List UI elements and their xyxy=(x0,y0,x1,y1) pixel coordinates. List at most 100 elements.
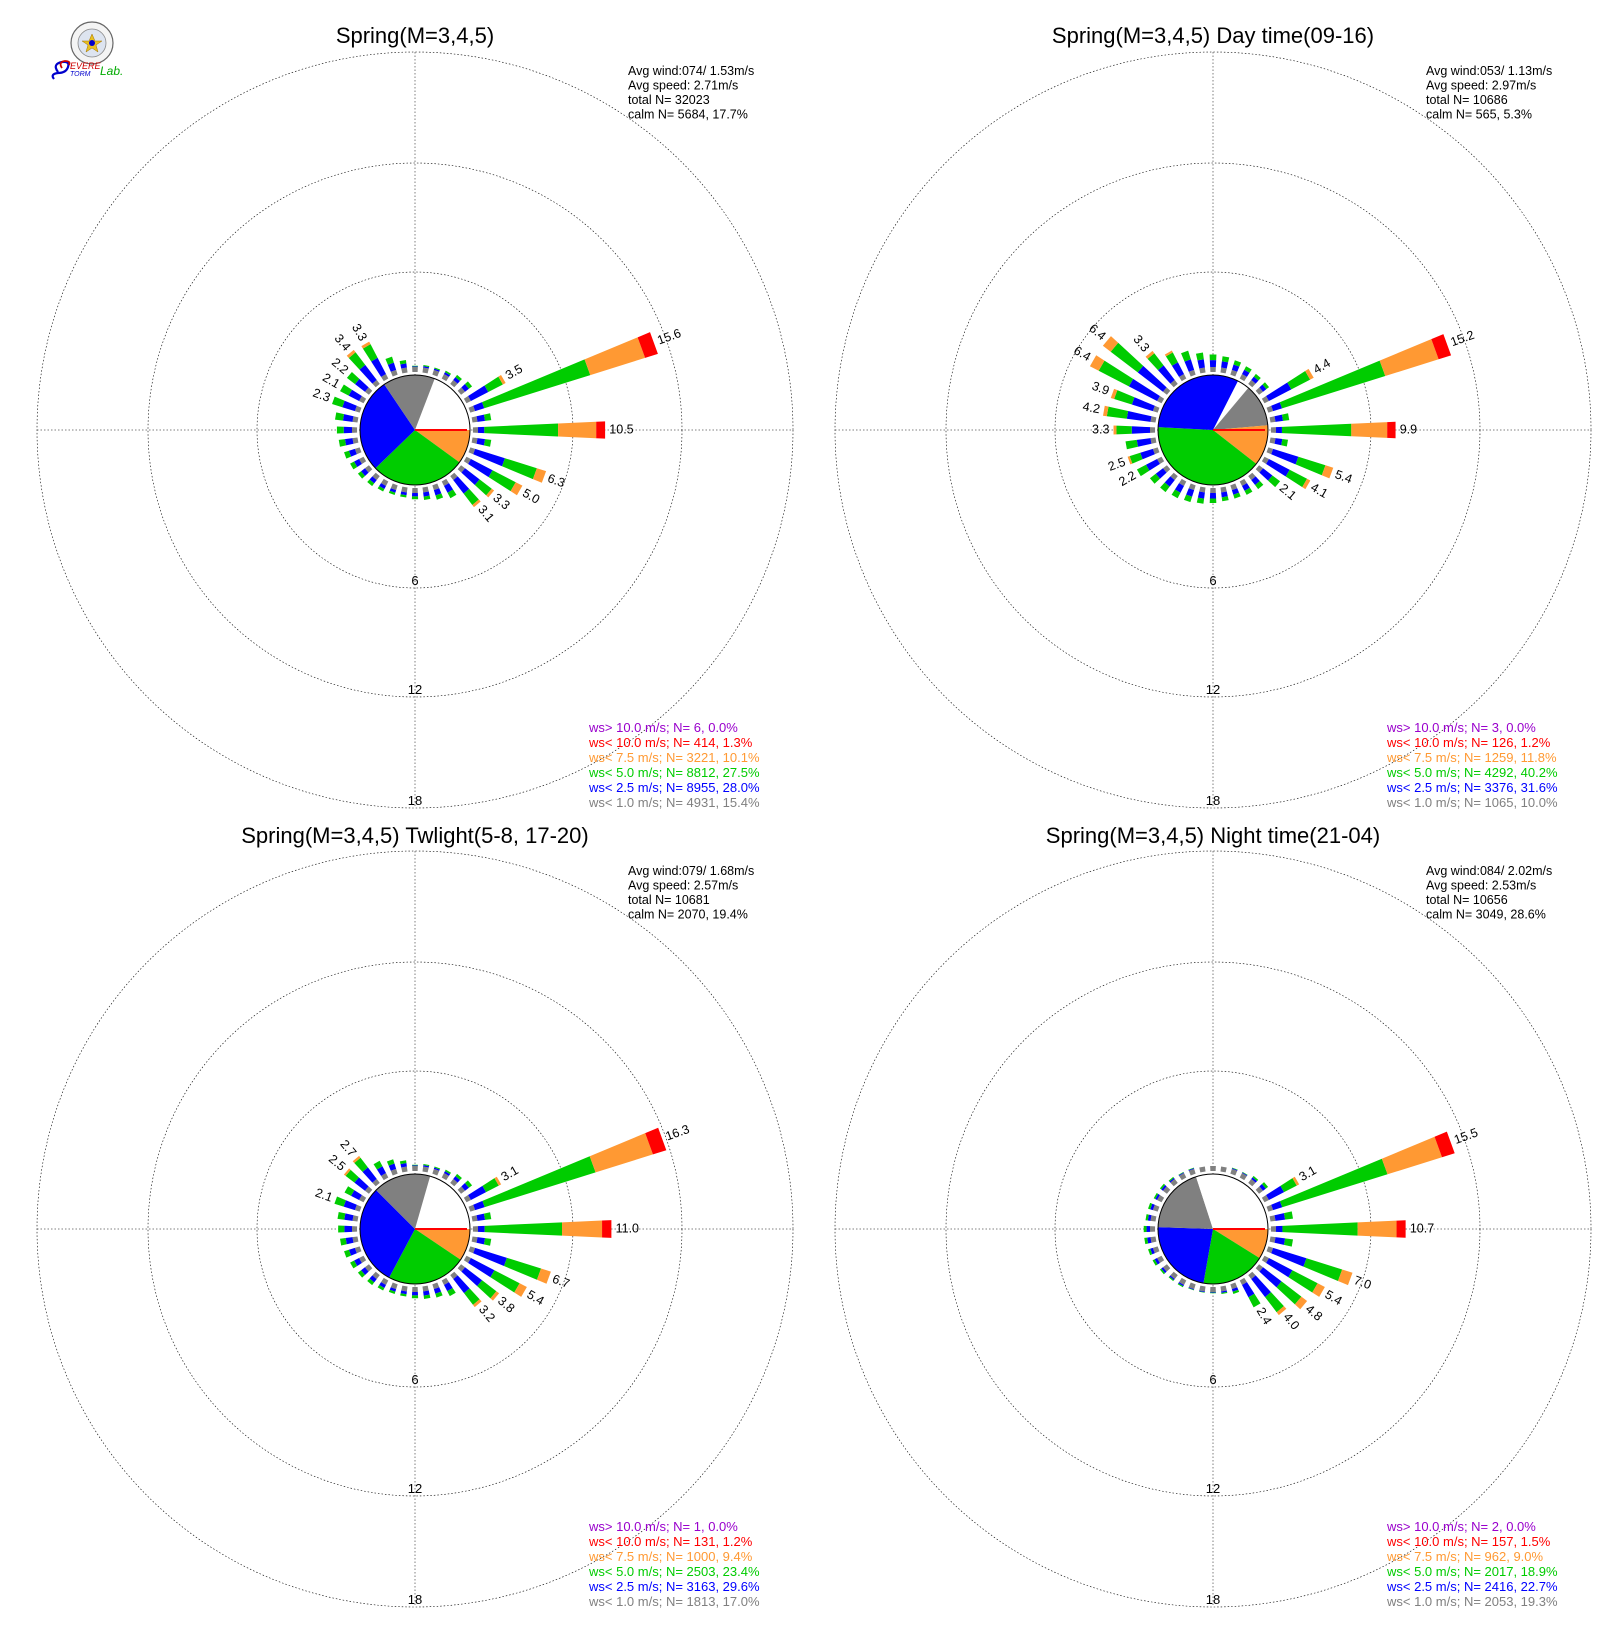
bar-segment xyxy=(1210,1291,1216,1293)
bar-label: 3.1 xyxy=(475,502,497,524)
bar-label: 2.1 xyxy=(1277,481,1299,503)
bar-segment xyxy=(1255,1264,1264,1272)
bar-segment xyxy=(463,1195,471,1203)
bar-segment xyxy=(1232,1289,1240,1294)
legend-entry: ws< 10.0 m/s; N= 131, 1.2% xyxy=(588,1534,753,1549)
bar-segment xyxy=(490,1270,520,1293)
bar-segment xyxy=(1181,350,1191,362)
bar-segment xyxy=(345,1169,359,1183)
bar-segment xyxy=(1242,1282,1255,1298)
bar-segment xyxy=(514,1283,527,1297)
bar-segment xyxy=(468,385,489,401)
wind-bar xyxy=(457,1180,473,1194)
bar-segment xyxy=(1197,359,1205,369)
bar-segment xyxy=(1239,374,1247,382)
bar-segment xyxy=(463,396,471,404)
bar-segment xyxy=(1221,496,1229,502)
bar-segment xyxy=(1233,492,1241,499)
wind-bar xyxy=(1269,1236,1294,1247)
bar-label: 15.6 xyxy=(655,326,683,347)
bar-segment xyxy=(362,1167,377,1183)
bar-segment xyxy=(1251,476,1260,486)
bar-segment xyxy=(1103,405,1109,417)
bar-segment xyxy=(1288,1270,1318,1293)
bar-segment xyxy=(472,499,481,508)
bar-segment xyxy=(1266,1246,1274,1254)
wind-bar xyxy=(1177,1277,1187,1288)
bar-segment xyxy=(468,447,476,455)
wind-bar xyxy=(399,1160,408,1173)
bar-segment xyxy=(432,483,440,491)
bar-segment xyxy=(401,486,408,493)
bar-segment xyxy=(1179,1173,1187,1181)
bar-segment xyxy=(412,1286,418,1292)
bar-segment xyxy=(1150,416,1157,423)
bar-segment xyxy=(390,483,398,491)
bar-segment xyxy=(344,1186,355,1196)
bar-segment xyxy=(390,369,398,377)
wind-bar xyxy=(457,381,473,395)
bar-segment xyxy=(1210,367,1216,373)
bar-segment xyxy=(1196,497,1205,504)
pie-slice xyxy=(1158,374,1238,430)
wind-bar xyxy=(1181,350,1196,377)
bar-segment xyxy=(359,456,367,464)
bar-segment xyxy=(1102,336,1119,352)
legend-entry: ws< 1.0 m/s; N= 4931, 15.4% xyxy=(588,795,760,810)
wind-bar: 4.0 xyxy=(1248,1271,1302,1332)
bar-segment xyxy=(1144,1237,1149,1245)
bar-segment xyxy=(435,1291,443,1298)
bar-segment xyxy=(1292,1176,1300,1186)
bar-segment xyxy=(1148,1248,1153,1256)
bar-segment xyxy=(1431,334,1452,360)
bar-segment xyxy=(1188,483,1196,491)
bar-segment xyxy=(477,1225,485,1233)
wind-bar xyxy=(422,364,430,374)
bar-segment xyxy=(584,337,646,376)
bar-segment xyxy=(412,487,418,493)
bar-segment xyxy=(1184,359,1195,372)
pie-outline xyxy=(359,1173,471,1285)
bar-segment xyxy=(389,1287,397,1292)
bar-segment xyxy=(562,1220,603,1238)
bar-segment xyxy=(411,1295,419,1299)
bar-segment xyxy=(1312,1283,1325,1297)
bar-segment xyxy=(444,483,454,493)
bar-segment xyxy=(1147,1237,1152,1244)
stats-line: total N= 10686 xyxy=(1426,93,1508,107)
bar-segment xyxy=(354,1177,369,1191)
bar-segment xyxy=(1152,1204,1160,1212)
bar-segment xyxy=(390,1282,398,1290)
bar-segment xyxy=(1210,1286,1216,1292)
bar-segment xyxy=(1116,425,1132,435)
bar-segment xyxy=(387,362,397,372)
bar-segment xyxy=(455,374,462,382)
wind-bar xyxy=(450,374,462,388)
bar-segment xyxy=(1199,1285,1206,1292)
bar-label: 2.4 xyxy=(1254,1305,1275,1327)
bar-segment xyxy=(400,363,407,369)
legend-entry: ws< 10.0 m/s; N= 414, 1.3% xyxy=(588,735,753,750)
bar-segment xyxy=(338,1225,345,1233)
bar-segment xyxy=(483,1212,492,1220)
bar-segment xyxy=(1157,396,1165,404)
bar-segment xyxy=(1259,1183,1266,1191)
wind-bar: 15.5 xyxy=(1266,1125,1480,1212)
bar-segment xyxy=(422,1166,429,1173)
bar-segment xyxy=(463,456,471,464)
wind-bar xyxy=(1196,486,1206,504)
bar-label: 3.3 xyxy=(349,321,370,343)
bar-segment xyxy=(1159,1268,1166,1275)
bar-segment xyxy=(461,384,469,392)
bar-segment xyxy=(1150,1236,1157,1243)
wind-bar xyxy=(1248,1175,1259,1187)
bar-segment xyxy=(1164,476,1175,487)
bar-segment xyxy=(359,1195,367,1203)
bar-segment xyxy=(344,1213,354,1221)
bar-segment xyxy=(1170,1178,1178,1187)
bar-segment xyxy=(468,405,476,413)
wind-bar: 4.1 xyxy=(1261,456,1330,501)
bar-segment xyxy=(1169,1275,1175,1281)
legend-entry: ws< 5.0 m/s; N= 4292, 40.2% xyxy=(1386,765,1558,780)
bar-segment xyxy=(1179,374,1187,382)
